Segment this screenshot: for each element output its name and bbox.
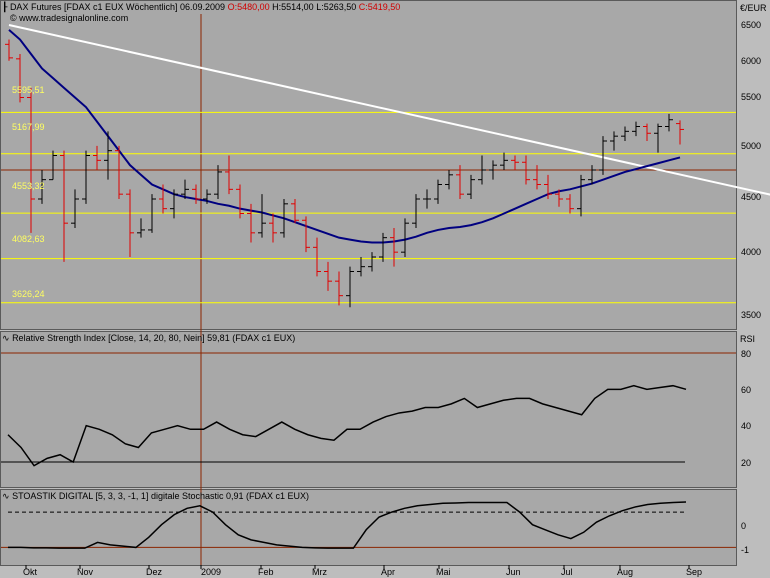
rsi-axis-label: RSI (740, 334, 756, 344)
month-label: Okt (23, 567, 38, 577)
close-value: C:5419,50 (358, 2, 401, 12)
month-label: Aug (617, 567, 634, 577)
stoch-tick: 0 (741, 521, 747, 531)
month-label: Nov (77, 567, 94, 577)
rsi-tick: 80 (741, 349, 752, 359)
watermark: © www.tradesignalonline.com (10, 13, 129, 23)
month-label: Mrz (312, 567, 327, 577)
stoch-label: STOASTIK DIGITAL [5, 3, 3, -1, 1] digita… (12, 491, 310, 501)
price-pane[interactable] (0, 0, 737, 330)
bar-date: 06.09.2009 (180, 2, 226, 12)
month-label: Sep (686, 567, 703, 577)
month-label: Jul (561, 567, 573, 577)
moving-average-line (8, 29, 681, 244)
rsi-line (7, 384, 687, 467)
rsi-tick: 60 (741, 385, 752, 395)
month-label: Jun (506, 567, 521, 577)
rsi-tick: 40 (741, 421, 752, 431)
rsi-tick: 20 (741, 458, 752, 468)
price-header: ┠ DAX Futures [FDAX c1 EUX Wöchentlich] … (2, 2, 400, 13)
price-tick: 3500 (741, 310, 762, 320)
month-label: Feb (258, 567, 274, 577)
stoch-header: ∿ STOASTIK DIGITAL [5, 3, 3, -1, 1] digi… (2, 491, 309, 502)
indicator-icon[interactable]: ∿ (2, 491, 10, 501)
instrument-label: DAX Futures [FDAX c1 EUX Wöchentlich] (9, 2, 178, 12)
open-value: O:5480,00 (227, 2, 270, 12)
price-axis[interactable] (737, 0, 770, 330)
level-label: 3626,24 (12, 289, 45, 299)
month-label: 2009 (201, 567, 222, 577)
stoch-tick: -1 (741, 545, 750, 555)
level-label: 5595,51 (12, 85, 45, 95)
month-label: Dez (146, 567, 163, 577)
price-tick: 4500 (741, 192, 762, 202)
stoch-line (8, 501, 687, 549)
level-label: 4553,32 (12, 181, 45, 191)
level-label: 5167,99 (12, 122, 45, 132)
month-label: Mai (436, 567, 451, 577)
price-tick: 4000 (741, 247, 762, 257)
low-value: L:5263,50 (316, 2, 357, 12)
price-tick: 6000 (741, 56, 762, 66)
trendline (8, 24, 770, 196)
high-value: H:5514,00 (272, 2, 314, 12)
chart-indicator-icon[interactable]: ┠ (2, 2, 8, 12)
rsi-header: ∿ Relative Strength Index [Close, 14, 20… (2, 333, 295, 344)
level-label: 4082,63 (12, 234, 45, 244)
rsi-axis[interactable] (737, 331, 770, 488)
stoch-axis[interactable] (737, 489, 770, 566)
price-unit: €/EUR (740, 3, 767, 13)
indicator-icon[interactable]: ∿ (2, 333, 10, 343)
price-tick: 5000 (741, 141, 762, 151)
price-tick: 6500 (741, 20, 762, 30)
rsi-label: Relative Strength Index [Close, 14, 20, … (12, 333, 296, 343)
month-label: Apr (381, 567, 396, 577)
price-tick: 5500 (741, 92, 762, 102)
